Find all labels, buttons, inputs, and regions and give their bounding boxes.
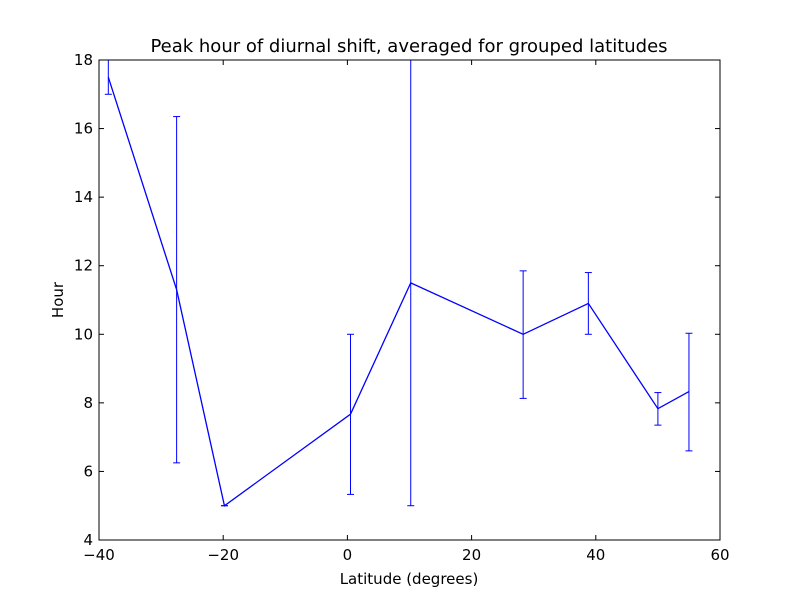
chart-title: Peak hour of diurnal shift, averaged for…	[150, 36, 667, 57]
x-tick-label: −20	[207, 546, 239, 564]
x-tick-label: 20	[462, 546, 481, 564]
x-tick-label: 0	[343, 546, 353, 564]
plot-area	[104, 60, 693, 507]
plot-layer	[104, 60, 693, 507]
x-tick-label: −40	[83, 546, 115, 564]
plot-frame	[98, 59, 721, 541]
y-tick-label: 10	[74, 325, 93, 343]
y-tick-label: 16	[74, 120, 93, 138]
y-axis-label: Hour	[49, 281, 67, 318]
y-tick-label: 8	[83, 394, 93, 412]
series-line	[107, 76, 690, 507]
x-tick-label: 60	[710, 546, 729, 564]
x-axis-label: Latitude (degrees)	[340, 570, 479, 588]
y-tick-label: 18	[74, 51, 93, 69]
y-tick-label: 6	[83, 462, 93, 480]
y-tick-label: 4	[83, 531, 93, 549]
y-tick-label: 12	[74, 257, 93, 275]
axes-layer: −40 −20 0 20 40 60 4 6 8 10 12 14 16 18	[74, 51, 730, 564]
y-tick-label: 14	[74, 188, 93, 206]
x-tick-label: 40	[586, 546, 605, 564]
